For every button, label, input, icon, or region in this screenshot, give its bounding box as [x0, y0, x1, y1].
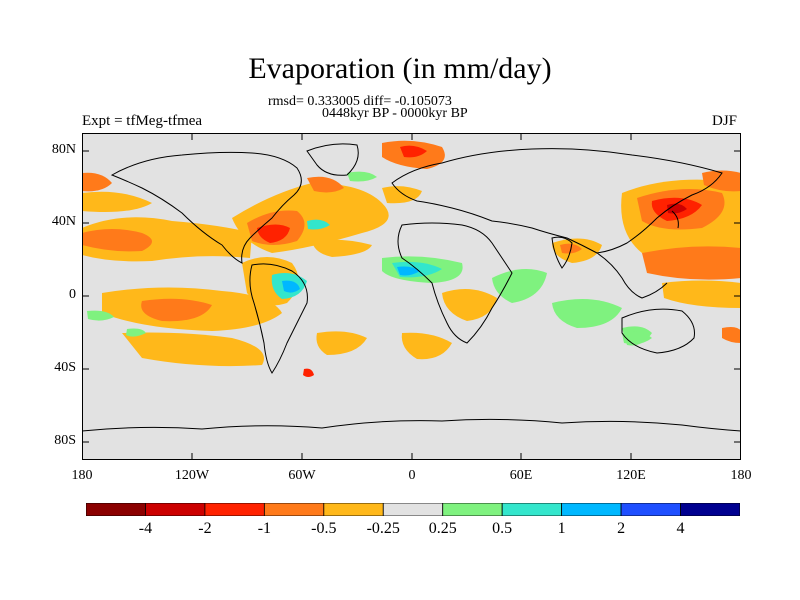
anomaly-patch	[82, 191, 152, 212]
anomaly-patch	[257, 224, 290, 243]
anomaly-patch	[307, 176, 344, 193]
anomaly-patch	[662, 280, 741, 308]
colorbar-swatch	[204, 503, 265, 516]
anomaly-patch	[141, 298, 212, 322]
colorbar-swatch	[382, 503, 444, 516]
anomaly-patch	[492, 269, 547, 303]
anomaly-patch	[400, 145, 427, 158]
coast-greenland	[306, 143, 359, 176]
lat-tick-label: 80S	[54, 433, 76, 448]
colorbar-swatch	[620, 503, 681, 516]
anomaly-patch	[397, 266, 420, 276]
figure-title: Evaporation (in mm/day)	[248, 52, 552, 85]
lat-tick-label: 0	[69, 287, 76, 302]
colorbar	[86, 503, 740, 516]
lon-tick-label: 120W	[174, 468, 210, 483]
colorbar-swatch	[145, 503, 206, 516]
colorbar-label: -2	[198, 520, 212, 537]
coast-north-america	[110, 151, 302, 264]
lon-tick-label: 120E	[616, 468, 646, 483]
coast-europe-asia	[391, 148, 723, 254]
anomaly-patch	[82, 229, 152, 252]
colorbar-swatch	[323, 503, 384, 516]
anomaly-patch	[552, 299, 622, 328]
lon-tick-label: 60E	[509, 468, 533, 483]
coast-africa	[397, 222, 513, 344]
lon-tick-label: 60W	[288, 468, 316, 483]
colorbar-label: 4	[676, 520, 685, 537]
anomaly-patch	[316, 331, 367, 355]
lon-tick-label: 180	[730, 468, 752, 483]
tick-marks	[82, 133, 741, 460]
anomaly-patch	[122, 332, 264, 367]
anomaly-patch	[722, 327, 741, 343]
anomaly-patch	[282, 280, 300, 293]
period-label: 0448kyr BP - 0000kyr BP	[322, 106, 468, 121]
anomaly-patch	[401, 332, 452, 360]
anomaly-patch	[126, 328, 146, 337]
colorbar-swatch	[680, 503, 740, 516]
colorbar-label: 1	[557, 520, 566, 537]
colorbar-swatch	[561, 503, 622, 516]
lon-tick-label: 0	[408, 468, 416, 483]
anomaly-patch	[442, 289, 497, 321]
season-label: DJF	[712, 113, 738, 129]
anomaly-patch	[82, 172, 112, 192]
colorbar-label: 2	[617, 520, 626, 537]
anomaly-patch	[702, 170, 741, 192]
coastlines	[82, 143, 741, 432]
colorbar-label: -0.5	[311, 520, 337, 537]
lon-tick-label: 180	[71, 468, 93, 483]
coast-japan	[671, 210, 679, 229]
coast-southeast-asia	[596, 252, 668, 299]
experiment-label: Expt = tfMeg-tfmea	[82, 113, 203, 129]
lat-tick-label: 40S	[54, 360, 76, 375]
coast-antarctica	[82, 418, 741, 432]
colorbar-label: 0.25	[428, 520, 457, 537]
colorbar-swatch	[501, 503, 563, 516]
anomaly-patch	[312, 239, 372, 257]
anomaly-patch	[87, 310, 114, 321]
lat-tick-label: 80N	[51, 142, 76, 157]
anomaly-patch	[347, 171, 377, 182]
coast-australia	[621, 308, 695, 354]
lat-tick-label: 40N	[51, 214, 76, 229]
anomaly-patch	[307, 219, 330, 230]
stats-label: rmsd= 0.333005 diff= -0.105073	[268, 94, 452, 109]
anomaly-patch	[642, 246, 741, 280]
anomaly-patch	[303, 368, 314, 377]
coast-south-america	[249, 263, 308, 374]
colorbar-swatch	[442, 503, 503, 516]
colorbar-swatch	[86, 503, 146, 516]
coast-india	[551, 236, 573, 269]
colorbar-label: -4	[138, 520, 153, 537]
evaporation-map	[82, 133, 741, 460]
anomaly-fields	[82, 140, 741, 377]
colorbar-swatch	[263, 503, 325, 516]
colorbar-label: -1	[257, 520, 272, 537]
colorbar-label: 0.5	[492, 520, 513, 537]
colorbar-label: -0.25	[366, 520, 400, 537]
